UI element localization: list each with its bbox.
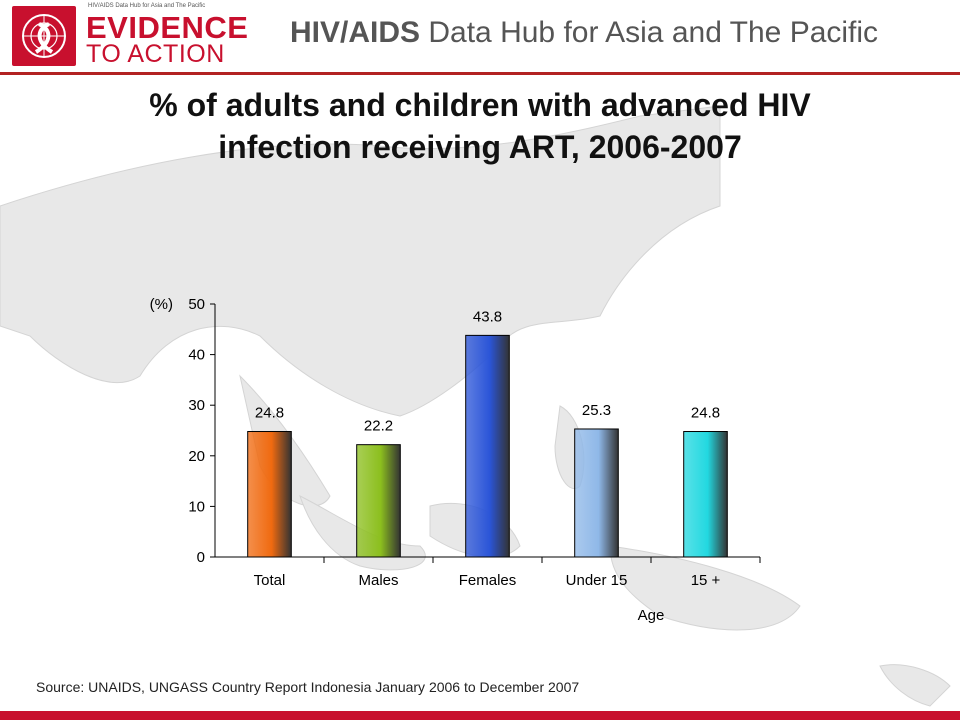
bar-males [356, 444, 401, 558]
data-label: 24.8 [255, 405, 284, 422]
slide-title: % of adults and children with advanced H… [40, 84, 920, 168]
slide-title-line-2: infection receiving ART, 2006-2007 [218, 129, 742, 165]
data-label: 43.8 [473, 308, 502, 325]
art-coverage-bar-chart: 0 10 20 30 40 50 (%) 24.8 Total 22.2 Males 43.8 Fema… [150, 296, 761, 624]
header-bar: HIV/AIDS Data Hub for Asia and The Pacif… [0, 0, 960, 72]
hub-title-rest: Data Hub for Asia and The Pacific [420, 16, 879, 49]
data-label: 25.3 [582, 402, 611, 419]
logo-action-text: TO ACTION [86, 40, 225, 68]
bar-total [247, 431, 292, 558]
x-tick-label: Under 15 [566, 572, 628, 589]
bar-15 [683, 431, 728, 558]
y-tick-label: 50 [188, 296, 205, 313]
x-axis-label: Age [638, 607, 665, 624]
data-label: 22.2 [364, 418, 393, 435]
footer-bar [0, 711, 960, 720]
logo-caption: HIV/AIDS Data Hub for Asia and The Pacif… [88, 3, 206, 9]
slide-title-line-1: % of adults and children with advanced H… [149, 87, 811, 123]
hub-title: HIV/AIDS Data Hub for Asia and The Pacif… [290, 16, 878, 50]
y-tick-label: 40 [188, 347, 205, 364]
un-emblem-icon [12, 6, 76, 66]
hub-title-bold: HIV/AIDS [290, 16, 421, 49]
source-note: Source: UNAIDS, UNGASS Country Report In… [36, 679, 580, 695]
y-tick-label: 30 [188, 397, 205, 414]
x-tick-label: Total [254, 572, 286, 589]
bar-under-15 [574, 428, 619, 558]
x-tick-label: 15 + [691, 572, 721, 589]
bar-females [465, 334, 510, 558]
y-tick-label: 10 [188, 498, 205, 515]
x-tick-label: Females [459, 572, 517, 589]
data-label: 24.8 [691, 405, 720, 422]
y-tick-label: 0 [197, 549, 205, 566]
x-tick-label: Males [358, 572, 398, 589]
y-axis-label: (%) [150, 296, 173, 313]
logo-evidence-text: EVIDENCE [86, 10, 249, 45]
y-tick-label: 20 [188, 448, 205, 465]
header-divider [0, 72, 960, 75]
